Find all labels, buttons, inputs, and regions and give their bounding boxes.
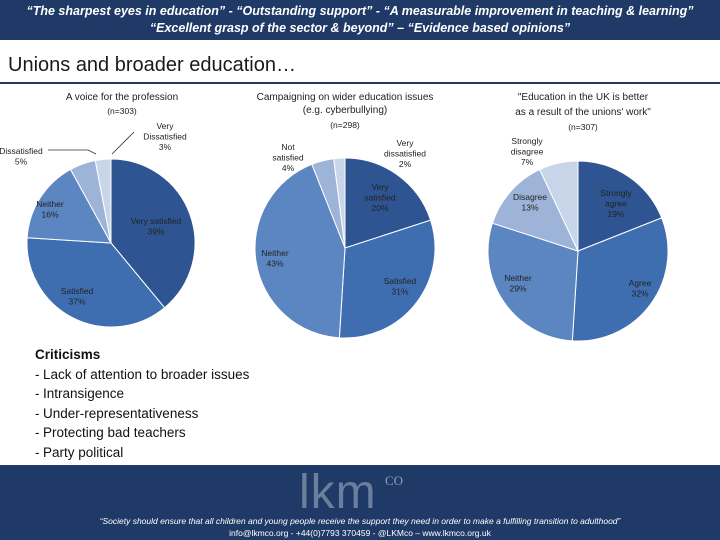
data-label: Very satisfied 39% [131, 216, 182, 237]
slide-title: Unions and broader education… [8, 54, 296, 76]
data-label: Disagree 13% [513, 192, 547, 213]
pie-slice-satisfied [338, 219, 436, 339]
pie-slice-very-satisfied [344, 157, 432, 249]
data-label: Very dissatisfied 2% [384, 138, 426, 169]
pie-charts-area: A voice for the profession (n=303) Campaig… [0, 92, 669, 342]
criticism-text: Lack of attention to broader issues [43, 366, 250, 382]
chart-title: "Education in the UK is better [518, 92, 649, 103]
bullet-dash: - [35, 405, 40, 421]
data-label: Neither 43% [261, 248, 289, 269]
bullet-dash: - [35, 386, 40, 401]
testimonial-line-1: “The sharpest eyes in education” - “Outs… [26, 4, 694, 18]
footer-tagline: “Society should ensure that all children… [99, 516, 621, 526]
chart-title: A voice for the profession [66, 92, 178, 103]
chart-sample-size: (n=303) [107, 106, 137, 116]
criticism-item: - Intransigence [35, 384, 249, 404]
pie-slice-disagree [491, 168, 579, 252]
pie-slice-satisfied [26, 237, 166, 328]
quote-banner: “The sharpest eyes in education” - “Outs… [0, 0, 720, 40]
data-label: Dissatisfied 5% [0, 146, 43, 167]
criticism-item: - Protecting bad teachers [35, 423, 249, 443]
bullet-dash: - [35, 444, 40, 460]
data-label: Satisfied 31% [384, 276, 417, 297]
chart-title: (e.g. cyberbullying) [303, 105, 387, 116]
data-label: Neither 16% [36, 199, 64, 220]
pie-slice-neither [254, 163, 346, 339]
data-label: Not satisfied 4% [272, 142, 303, 173]
bullet-dash: - [35, 366, 40, 382]
criticisms-title: Criticisms [35, 347, 101, 362]
criticism-text: Under-representativeness [43, 405, 199, 421]
data-label: Strongly agree 19% [600, 188, 632, 219]
logo-superscript: CO [385, 473, 404, 488]
pie-slice-neither [487, 222, 579, 342]
leader-line [111, 131, 135, 155]
data-label: Neither 29% [504, 273, 532, 294]
pie-slice-very-dissatisfied [333, 157, 346, 249]
criticism-text: Intransigence [43, 386, 125, 401]
criticism-item: - Under-representativeness [35, 404, 249, 424]
lkmco-logo: lkm [299, 466, 377, 519]
chart-title: as a result of the unions' work" [515, 107, 651, 118]
data-label: Agree 32% [629, 278, 652, 299]
data-label: Satisfied 37% [61, 286, 94, 307]
footer-bar: lkm CO “Society should ensure that all c… [0, 465, 720, 540]
pie-slice-strongly-disagree [539, 160, 579, 252]
pie-slice-agree [571, 217, 669, 342]
data-label: Very Dissatisfied 3% [143, 121, 187, 152]
chart-title: Campaigning on wider education issues [257, 92, 434, 103]
bullet-dash: - [35, 425, 40, 440]
testimonial-line-2: “Excellent grasp of the sector & beyond”… [149, 21, 571, 35]
criticism-text: Protecting bad teachers [43, 425, 186, 440]
criticism-item: - Lack of attention to broader issues [35, 365, 249, 385]
title-divider [0, 82, 720, 84]
pie-slice-very-satisfied [110, 158, 196, 309]
pie-slice-strongly-agree [577, 160, 663, 252]
criticisms-list: - Lack of attention to broader issues - In… [35, 365, 249, 463]
data-label: Strongly disagree 7% [511, 136, 544, 167]
criticism-item: - Party political [35, 443, 249, 463]
criticisms-panel: Criticisms - Lack of attention to broader… [35, 345, 249, 462]
chart-sample-size: (n=307) [568, 122, 598, 132]
chart-sample-size: (n=298) [330, 120, 360, 130]
data-label: Very satisfied 20% [364, 182, 395, 213]
pie-slice-very-dissatisfied [94, 158, 112, 244]
leader-line [48, 149, 97, 155]
criticism-text: Party political [43, 444, 124, 460]
pie-slice-neither [26, 168, 112, 244]
footer-contact: info@lkmco.org - +44(0)7793 370459 - @LK… [229, 528, 491, 538]
